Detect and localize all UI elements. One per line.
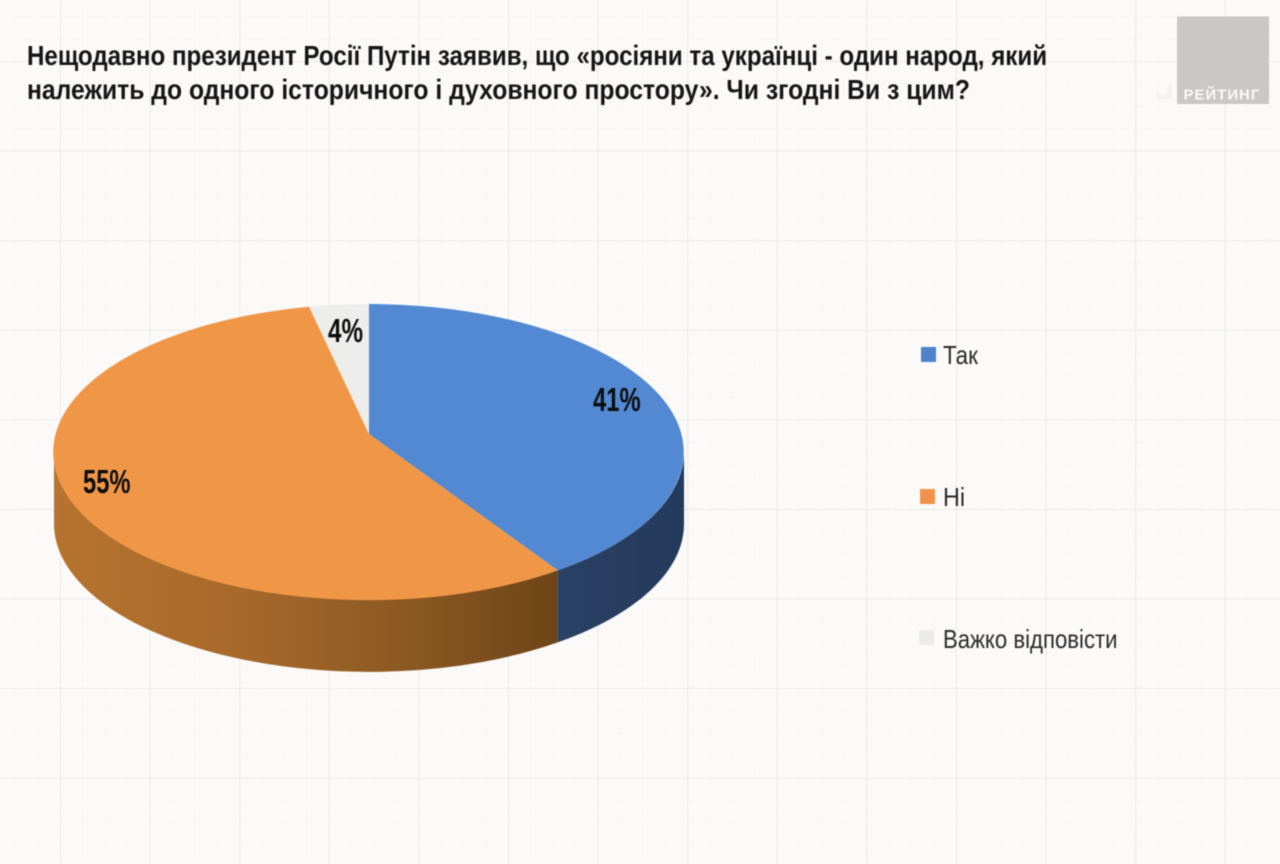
svg-text:РЕЙТИНГ: РЕЙТИНГ (1184, 86, 1261, 104)
